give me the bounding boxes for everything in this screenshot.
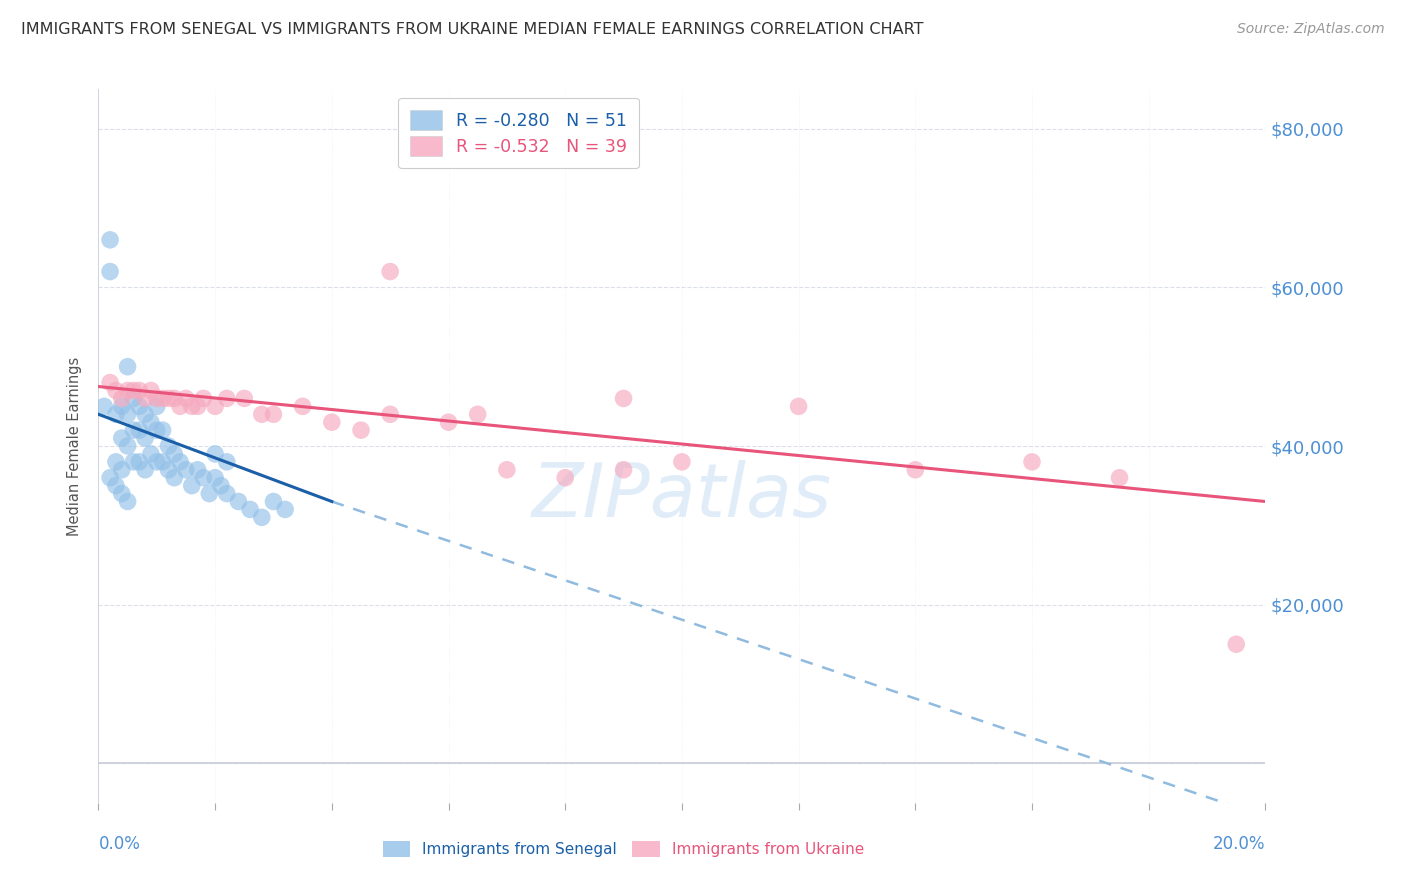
Point <box>187 463 209 477</box>
Point <box>122 423 145 437</box>
Text: ZIPatlas: ZIPatlas <box>531 460 832 532</box>
Point <box>163 471 186 485</box>
Point <box>152 455 174 469</box>
Point <box>134 392 156 406</box>
Point <box>554 471 576 485</box>
Point <box>787 400 810 414</box>
Point <box>122 384 145 398</box>
Legend: Immigrants from Senegal, Immigrants from Ukraine: Immigrants from Senegal, Immigrants from… <box>377 835 870 863</box>
Point <box>146 423 169 437</box>
Point <box>1225 637 1247 651</box>
Point <box>146 455 169 469</box>
Text: 20.0%: 20.0% <box>1213 835 1265 853</box>
Point <box>437 415 460 429</box>
Point <box>228 494 250 508</box>
Point <box>350 423 373 437</box>
Point <box>134 431 156 445</box>
Point <box>93 400 115 414</box>
Point <box>157 439 180 453</box>
Point <box>204 400 226 414</box>
Point <box>193 471 215 485</box>
Point <box>117 407 139 421</box>
Point <box>134 463 156 477</box>
Point <box>209 478 232 492</box>
Point <box>378 407 402 421</box>
Point <box>321 415 343 429</box>
Text: IMMIGRANTS FROM SENEGAL VS IMMIGRANTS FROM UKRAINE MEDIAN FEMALE EARNINGS CORREL: IMMIGRANTS FROM SENEGAL VS IMMIGRANTS FR… <box>21 22 924 37</box>
Point <box>152 392 174 406</box>
Point <box>111 392 134 406</box>
Point <box>111 463 134 477</box>
Point <box>467 407 489 421</box>
Point <box>111 400 134 414</box>
Point <box>163 447 186 461</box>
Point <box>111 486 134 500</box>
Point <box>104 407 127 421</box>
Point <box>128 384 150 398</box>
Text: 0.0%: 0.0% <box>98 835 141 853</box>
Point <box>128 455 150 469</box>
Point <box>169 455 191 469</box>
Point <box>378 264 402 278</box>
Point <box>163 392 186 406</box>
Point <box>215 392 238 406</box>
Point <box>169 400 191 414</box>
Point <box>612 392 634 406</box>
Point <box>104 455 127 469</box>
Point <box>98 233 121 247</box>
Point <box>122 455 145 469</box>
Point <box>250 510 273 524</box>
Text: Source: ZipAtlas.com: Source: ZipAtlas.com <box>1237 22 1385 37</box>
Point <box>104 384 127 398</box>
Point <box>291 400 314 414</box>
Point <box>180 400 202 414</box>
Point <box>128 423 150 437</box>
Point <box>215 486 238 500</box>
Point <box>1021 455 1043 469</box>
Point <box>174 463 197 477</box>
Point <box>139 415 162 429</box>
Point <box>262 407 284 421</box>
Point <box>98 471 121 485</box>
Point <box>204 471 226 485</box>
Point <box>180 478 202 492</box>
Point <box>262 494 284 508</box>
Point <box>117 494 139 508</box>
Point <box>146 392 169 406</box>
Point <box>98 376 121 390</box>
Point <box>122 392 145 406</box>
Point <box>495 463 517 477</box>
Point <box>233 392 256 406</box>
Point <box>250 407 273 421</box>
Point <box>117 359 139 374</box>
Point <box>139 447 162 461</box>
Point <box>204 447 226 461</box>
Point <box>98 264 121 278</box>
Point <box>152 423 174 437</box>
Point <box>612 463 634 477</box>
Point <box>134 407 156 421</box>
Point <box>187 400 209 414</box>
Y-axis label: Median Female Earnings: Median Female Earnings <box>67 357 83 535</box>
Point <box>239 502 262 516</box>
Point <box>117 439 139 453</box>
Point <box>1108 471 1130 485</box>
Point <box>157 463 180 477</box>
Point <box>157 392 180 406</box>
Point <box>117 384 139 398</box>
Point <box>104 478 127 492</box>
Point <box>274 502 297 516</box>
Point <box>111 431 134 445</box>
Point <box>904 463 927 477</box>
Point <box>174 392 197 406</box>
Point <box>198 486 221 500</box>
Point <box>215 455 238 469</box>
Point <box>139 384 162 398</box>
Point <box>128 400 150 414</box>
Point <box>671 455 693 469</box>
Point <box>193 392 215 406</box>
Point <box>146 400 169 414</box>
